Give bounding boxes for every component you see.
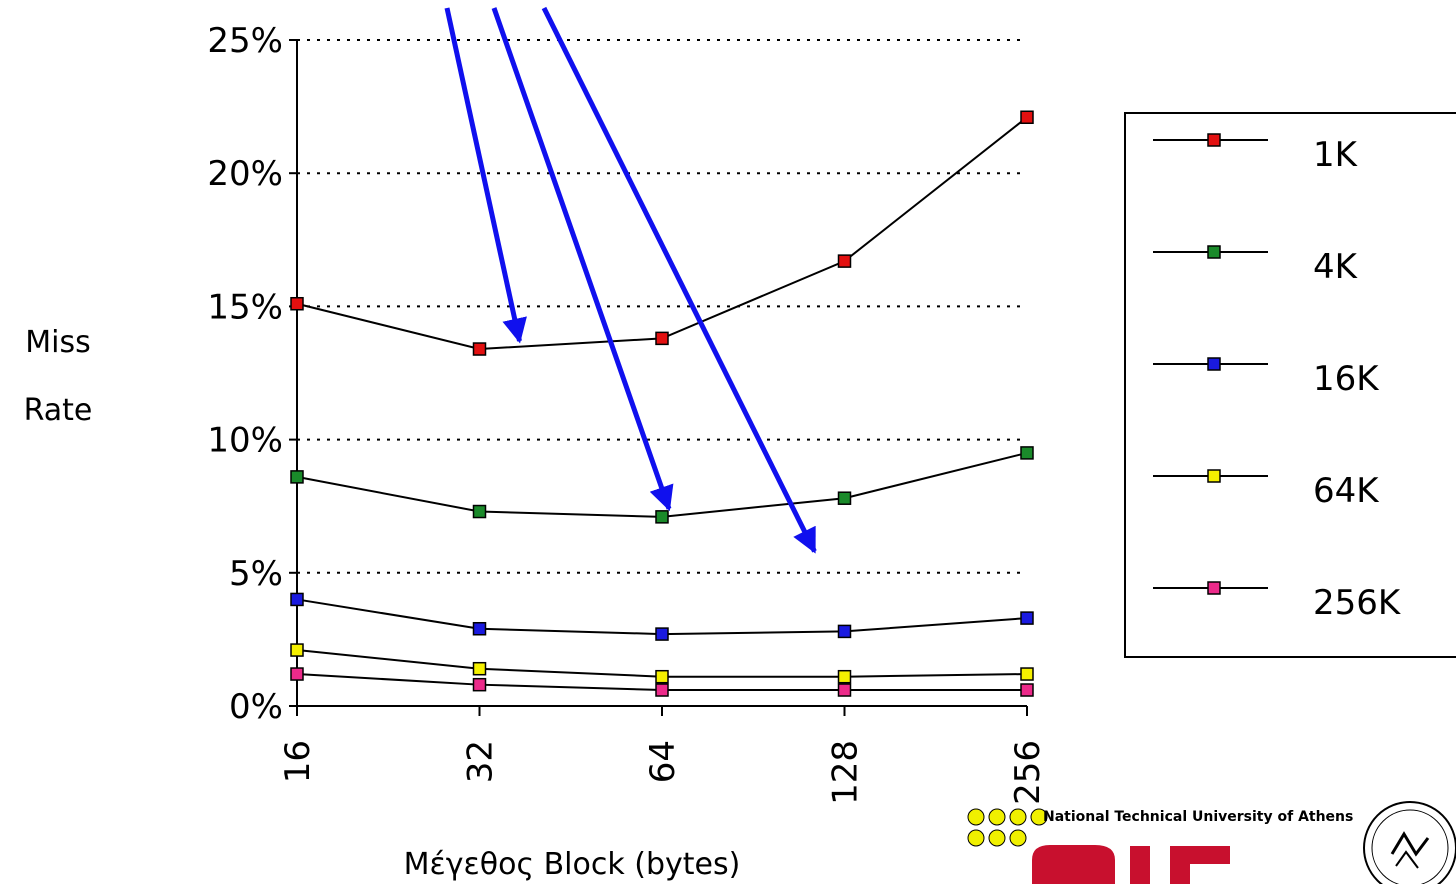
data-point <box>655 683 669 697</box>
series-16K <box>290 592 1034 641</box>
x-tick-label: 32 <box>461 740 501 783</box>
data-point <box>837 254 852 268</box>
legend-label: 64K <box>1313 471 1380 511</box>
legend-marker <box>1207 581 1221 595</box>
data-point <box>1020 667 1034 681</box>
data-point <box>655 331 669 346</box>
annotation-arrows <box>444 6 817 554</box>
legend-item-64K: 64K <box>1153 469 1380 511</box>
y-tick-label: 20% <box>207 154 283 194</box>
data-point <box>472 677 487 692</box>
x-tick-label: 128 <box>826 740 866 805</box>
series-64K <box>290 643 1034 684</box>
data-point <box>472 621 487 636</box>
data-point <box>472 504 487 519</box>
data-point <box>1020 611 1034 625</box>
legend-marker <box>1207 245 1221 259</box>
logo-seal <box>1363 801 1456 884</box>
logo-dot <box>967 829 985 847</box>
data-point <box>655 510 669 524</box>
x-axis-title: Μέγεθος Block (bytes) <box>404 847 741 882</box>
legend-label: 16K <box>1313 359 1380 399</box>
data-point <box>837 624 852 639</box>
legend-marker <box>1207 357 1221 371</box>
x-tick-label: 16 <box>278 740 318 783</box>
data-point <box>1020 683 1034 697</box>
data-point <box>290 296 304 311</box>
y-tick-label: 10% <box>207 421 283 461</box>
data-point <box>472 661 487 676</box>
legend-marker <box>1207 133 1221 147</box>
logo-dot <box>1009 808 1027 826</box>
y-axis-title-line1: Miss <box>25 325 90 360</box>
gridlines <box>297 39 1027 574</box>
data-point <box>837 669 852 684</box>
plot-series <box>290 110 1034 697</box>
y-axis: 0% 5% 10% 15% 20% 25% <box>207 21 298 727</box>
logo-dot <box>1030 808 1048 826</box>
x-axis: 16 32 64 128 256 <box>278 705 1048 805</box>
logo-brand-mark <box>1032 845 1230 884</box>
series-line <box>296 116 1028 351</box>
data-point <box>837 683 852 697</box>
series-1K <box>290 110 1034 356</box>
legend-item-1K: 1K <box>1153 133 1359 175</box>
logo-university-name: National Technical University of Athens <box>1043 809 1353 825</box>
logo-dot <box>967 808 985 826</box>
y-tick-label: 0% <box>229 687 283 727</box>
y-axis-title-line2: Rate <box>24 393 93 428</box>
x-tick-label: 64 <box>643 740 683 783</box>
data-point <box>655 669 669 684</box>
y-tick-label: 25% <box>207 21 283 61</box>
legend-item-256K: 256K <box>1153 581 1402 623</box>
data-point <box>655 627 669 641</box>
legend-marker <box>1207 469 1221 483</box>
series-256K <box>290 667 1034 697</box>
data-point <box>290 643 304 657</box>
legend: 1K 4K 16K 64K 256K <box>1124 112 1456 658</box>
annotation-arrow <box>541 6 817 554</box>
legend-label: 1K <box>1313 135 1359 175</box>
y-tick-label: 5% <box>229 554 283 594</box>
annotation-arrow <box>444 7 527 344</box>
legend-label: 4K <box>1313 247 1359 287</box>
data-point <box>1020 446 1034 460</box>
logo-dot <box>988 808 1006 826</box>
legend-box <box>1124 112 1456 658</box>
y-tick-label: 15% <box>207 287 283 327</box>
university-logo: National Technical University of Athens <box>967 801 1456 884</box>
data-point <box>837 491 852 505</box>
legend-label: 256K <box>1313 583 1402 623</box>
logo-dot <box>1009 829 1027 847</box>
data-point <box>290 470 304 484</box>
logo-dot <box>988 829 1006 847</box>
legend-item-16K: 16K <box>1153 357 1380 399</box>
legend-item-4K: 4K <box>1153 245 1359 287</box>
annotation-arrow <box>491 7 674 512</box>
data-point <box>290 592 304 607</box>
data-point <box>1020 110 1034 125</box>
data-point <box>290 667 304 681</box>
x-tick-label: 256 <box>1008 740 1048 805</box>
series-4K <box>290 446 1034 524</box>
data-point <box>472 342 487 356</box>
